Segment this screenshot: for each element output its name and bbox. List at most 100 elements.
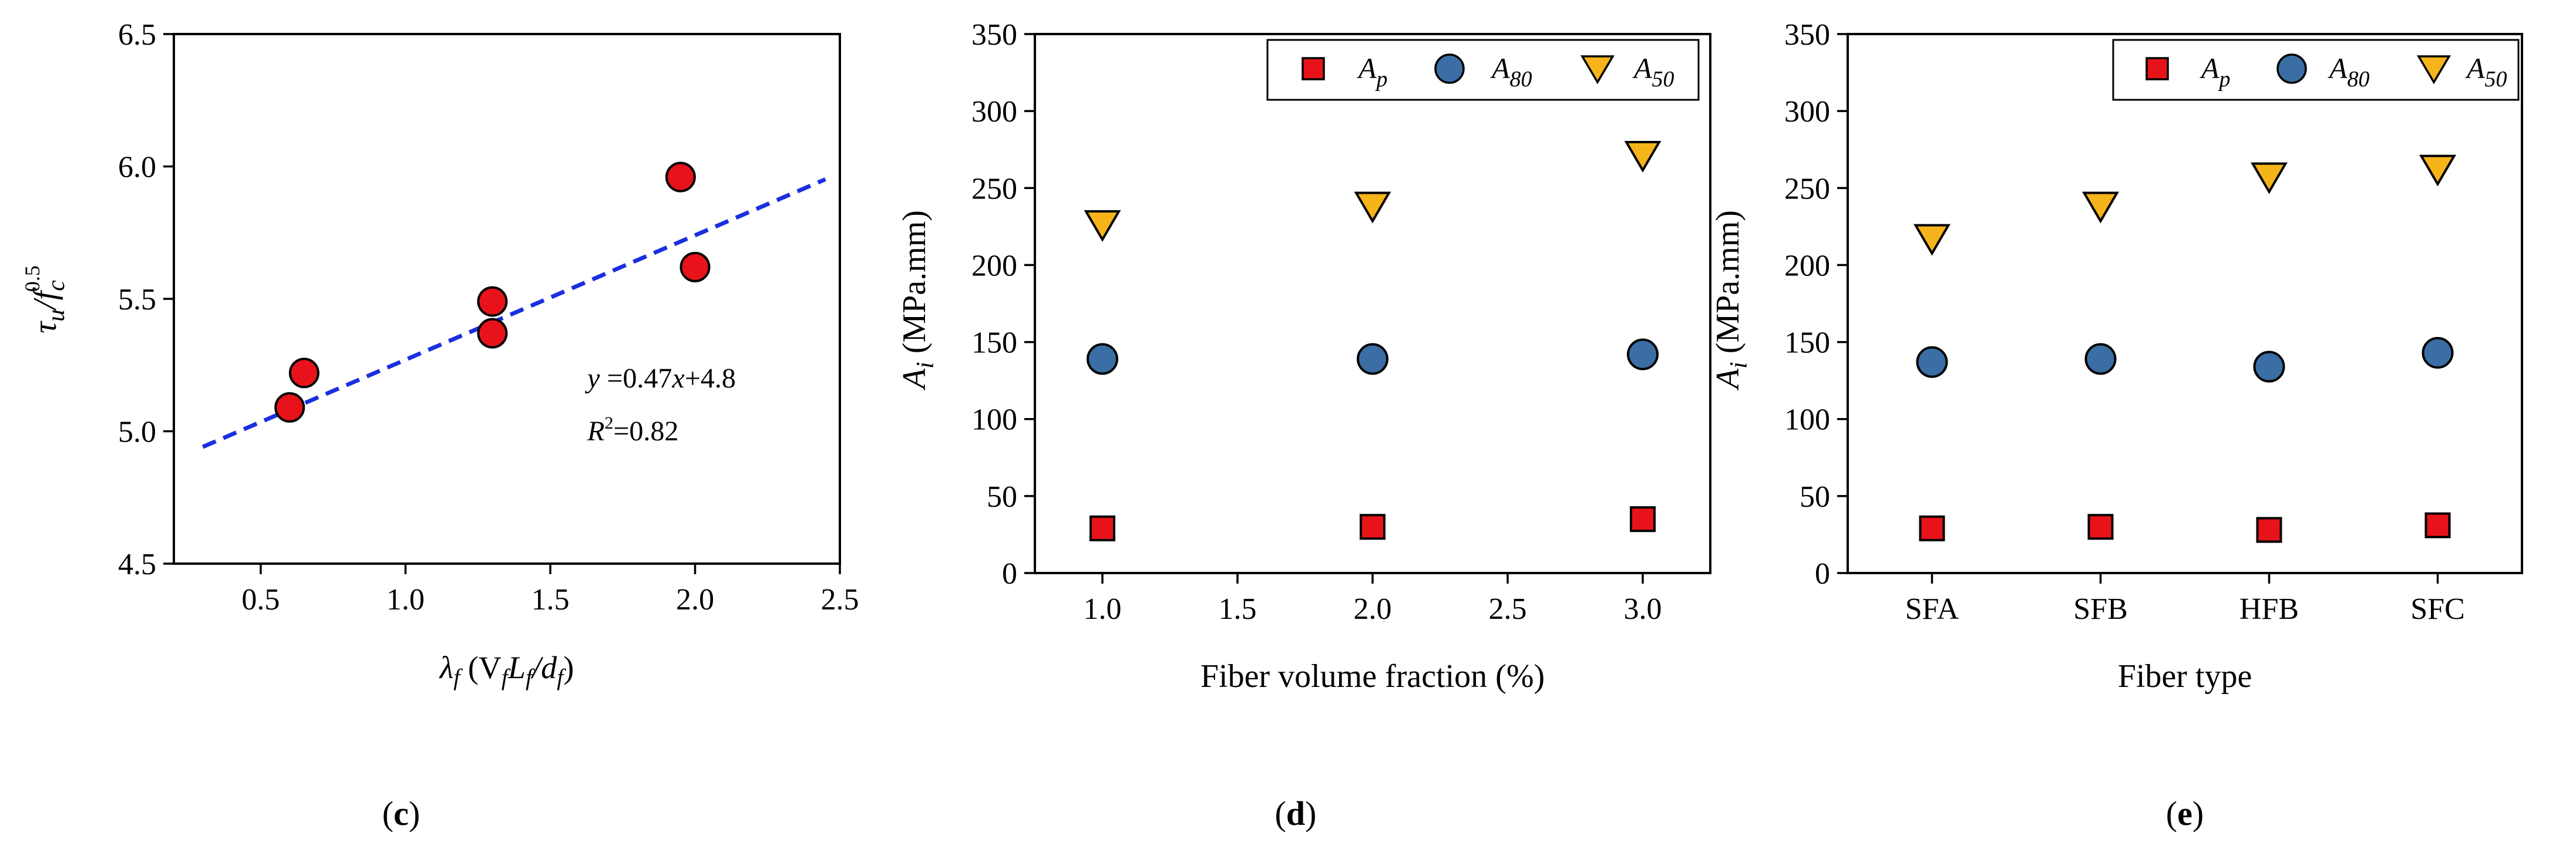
legend-e-a50-label: A50 xyxy=(2465,52,2507,92)
panel-d-y-tick-label: 250 xyxy=(971,172,1017,205)
panel-d-x-axis-label: Fiber volume fraction (%) xyxy=(1200,658,1545,695)
panel-e-legend-box xyxy=(2112,39,2520,101)
panel-c-x-tick-label: 2.5 xyxy=(821,583,859,616)
panel-c-caption: (c) xyxy=(382,794,420,833)
panel-e-a50-point xyxy=(2419,154,2456,187)
legend-e-a80-marker xyxy=(2276,53,2307,84)
panel-d-a50-point xyxy=(1624,140,1662,173)
panel-e-a50-point xyxy=(2251,162,2288,194)
panel-e-y-tick-label: 100 xyxy=(1784,403,1830,437)
legend-e-ap-label: Ap xyxy=(2200,52,2231,92)
panel-e-y-tick-label: 50 xyxy=(1800,480,1830,514)
panel-e-y-tick-label: 350 xyxy=(1784,18,1830,52)
panel-d-legend: Ap A80 A50 xyxy=(1266,39,1700,101)
panel-c-y-tick-label: 5.0 xyxy=(118,416,156,449)
panel-d-x-tick-label: 2.0 xyxy=(1354,592,1392,626)
panel-d-y-tick-label: 50 xyxy=(987,480,1017,514)
legend-e-ap-marker xyxy=(2145,57,2169,80)
legend-e-a80-label: A80 xyxy=(2328,52,2370,92)
panel-d-ap-point xyxy=(1089,515,1115,541)
panel-e-y-ticks: 0 50 100 150 200 250 300 350 xyxy=(1784,18,1848,591)
panel-d-data-points xyxy=(1084,140,1662,541)
panel-d-y-tick-label: 200 xyxy=(971,249,1017,282)
panel-c-point xyxy=(680,251,711,282)
panel-c-point xyxy=(665,161,696,193)
panel-e-y-tick-label: 0 xyxy=(1815,557,1830,591)
panel-c-point xyxy=(274,392,305,423)
panel-c-y-axis-label: τu/fc0.5 xyxy=(21,265,70,333)
panel-d-a80-point xyxy=(1627,338,1659,370)
panel-c-y-ticks: 4.5 5.0 5.5 6.0 6.5 xyxy=(118,18,174,581)
panel-d-a80-point xyxy=(1357,343,1388,375)
panel-c-point xyxy=(288,358,320,389)
panel-d-y-ticks: 0 50 100 150 200 250 300 350 xyxy=(971,18,1035,591)
panel-e-y-tick-label: 250 xyxy=(1784,172,1830,205)
panel-d: 1.0 1.5 2.0 2.5 3.0 0 50 100 150 200 250 300 350 Ap… xyxy=(896,18,1711,833)
panel-c-r-squared: R2=0.82 xyxy=(587,413,678,447)
panel-c-x-tick-label: 2.0 xyxy=(676,583,714,616)
panel-d-x-tick-label: 1.0 xyxy=(1084,592,1122,626)
panel-c-y-tick-label: 6.5 xyxy=(118,18,156,52)
panel-e-x-tick-label: HFB xyxy=(2239,592,2299,626)
panel-d-x-tick-label: 2.5 xyxy=(1489,592,1527,626)
panel-d-ap-point xyxy=(1360,514,1385,540)
panel-e-y-tick-label: 200 xyxy=(1784,249,1830,282)
panel-e-ap-point xyxy=(1919,515,1945,541)
panel-d-x-tick-label: 3.0 xyxy=(1624,592,1662,626)
panel-c-equation: y =0.47x+4.8 xyxy=(584,363,736,394)
panel-e-a80-point xyxy=(2084,343,2117,375)
panel-e-a80-point xyxy=(2253,351,2285,383)
panel-e-x-tick-label: SFC xyxy=(2410,592,2465,626)
panel-e-y-axis-label: Ai (MPa.mm) xyxy=(1710,210,1753,391)
panel-d-ap-point xyxy=(1630,506,1656,533)
panel-d-a50-point xyxy=(1354,191,1391,224)
panel-e-ap-point xyxy=(2424,512,2451,538)
panel-c-x-tick-label: 1.0 xyxy=(386,583,425,616)
panel-e-caption: (e) xyxy=(2166,794,2204,833)
panel-e-plot-frame xyxy=(1847,33,2523,574)
legend-a80-label: A80 xyxy=(1490,52,1532,92)
panel-c-fit-line xyxy=(201,177,826,449)
panel-e-ap-point xyxy=(2256,517,2282,543)
legend-a50-label: A50 xyxy=(1632,52,1674,92)
legend-a50-marker xyxy=(1580,55,1615,85)
panel-d-y-tick-label: 0 xyxy=(1002,557,1017,591)
panel-c-x-axis-label: λf (VfLf/df) xyxy=(439,650,574,690)
panel-e-x-ticks: SFA SFB HFB SFC xyxy=(1905,573,2465,626)
panel-e-a80-point xyxy=(2422,336,2454,369)
panel-c-point xyxy=(477,318,508,349)
panel-c-point xyxy=(477,286,508,317)
panel-e-y-tick-label: 300 xyxy=(1784,95,1830,129)
panel-c: 0.5 1.0 1.5 2.0 2.5 4.5 5.0 5.5 6.0 6.5 y =0.47x… xyxy=(21,18,859,833)
legend-e-a50-marker xyxy=(2416,55,2451,85)
panel-e-legend: Ap A80 A50 xyxy=(2112,39,2520,101)
panel-c-y-tick-label: 5.5 xyxy=(118,283,156,316)
panel-d-plot-frame xyxy=(1034,33,1711,574)
panel-c-x-tick-label: 1.5 xyxy=(531,583,569,616)
panel-d-x-ticks: 1.0 1.5 2.0 2.5 3.0 xyxy=(1084,573,1662,626)
panel-c-y-tick-label: 6.0 xyxy=(118,151,156,184)
legend-ap-label: Ap xyxy=(1357,52,1388,92)
panel-d-x-tick-label: 1.5 xyxy=(1219,592,1257,626)
legend-ap-marker xyxy=(1302,57,1325,80)
panel-d-a50-point xyxy=(1084,210,1121,242)
panel-e-a50-point xyxy=(2082,191,2119,224)
panel-e-x-tick-label: SFB xyxy=(2073,592,2128,626)
panel-c-y-tick-label: 4.5 xyxy=(118,548,156,581)
panel-e-x-axis-label: Fiber type xyxy=(2118,658,2252,695)
panel-d-a80-point xyxy=(1087,343,1118,375)
panel-e-a50-point xyxy=(1913,224,1951,256)
panel-e-x-tick-label: SFA xyxy=(1905,592,1959,626)
panel-d-y-tick-label: 300 xyxy=(971,95,1017,129)
panel-e-a80-point xyxy=(1916,346,1948,378)
panel-d-legend-box xyxy=(1266,39,1700,101)
legend-a80-marker xyxy=(1434,53,1465,84)
panel-e-data-points xyxy=(1913,154,2456,543)
panel-e: SFA SFB HFB SFC 0 50 100 150 200 250 300 350 Ap A8… xyxy=(1710,18,2523,833)
panel-d-y-tick-label: 150 xyxy=(971,326,1017,360)
panel-d-caption: (d) xyxy=(1275,794,1317,833)
panel-e-y-tick-label: 150 xyxy=(1784,326,1830,360)
panel-d-y-tick-label: 100 xyxy=(971,403,1017,437)
panel-c-x-tick-label: 0.5 xyxy=(241,583,280,616)
